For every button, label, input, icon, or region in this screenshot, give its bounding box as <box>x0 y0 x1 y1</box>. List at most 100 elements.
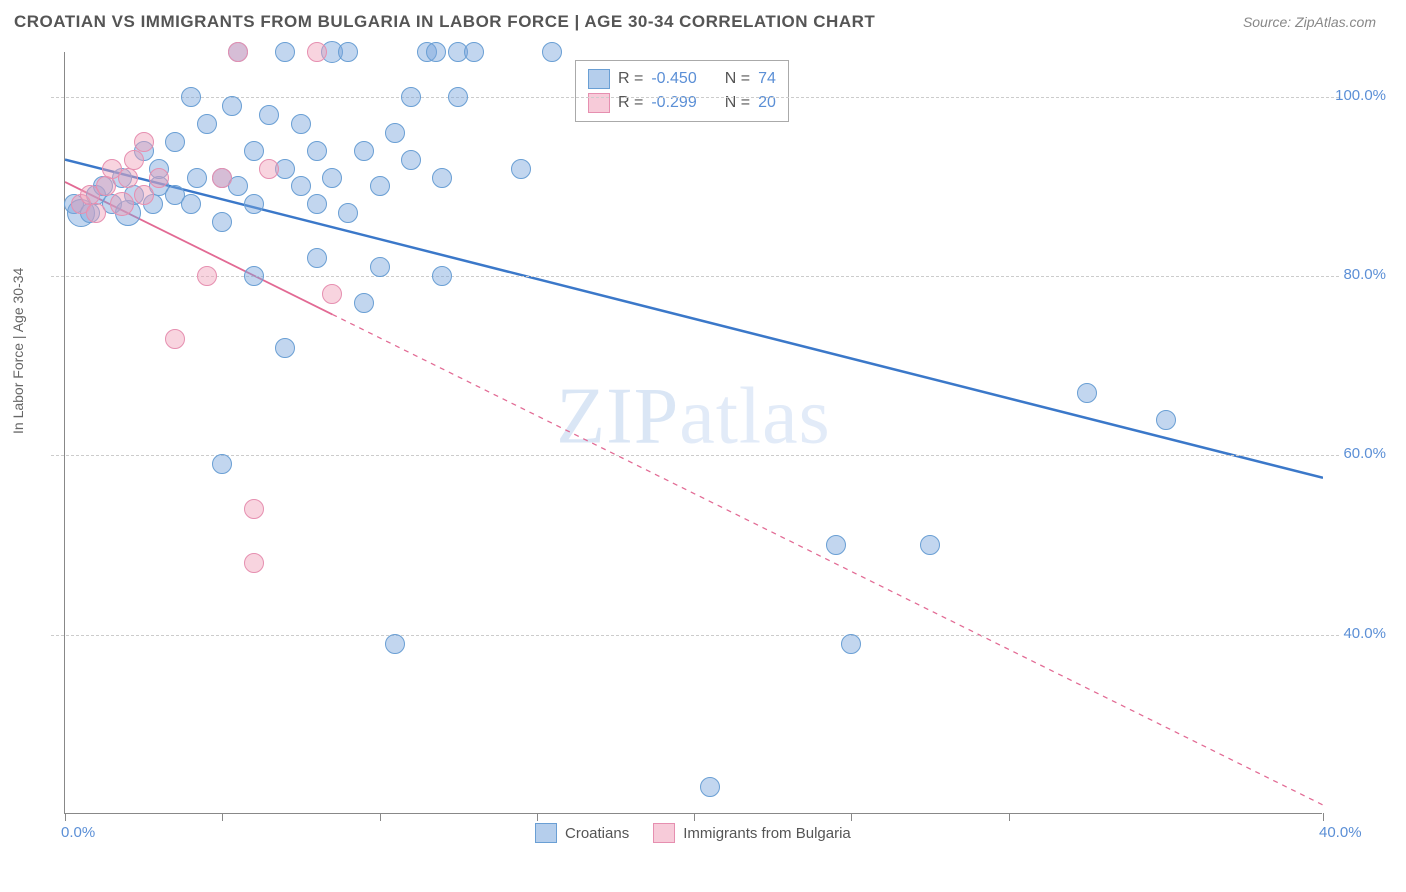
stats-row: R = -0.450 N = 74 <box>588 67 776 91</box>
trend-line-dashed <box>332 314 1323 805</box>
data-point <box>244 553 264 573</box>
data-point <box>1156 410 1176 430</box>
data-point <box>259 105 279 125</box>
data-point <box>187 168 207 188</box>
data-point <box>197 266 217 286</box>
data-point <box>212 168 232 188</box>
trend-lines-layer <box>65 52 1323 814</box>
watermark: ZIPatlas <box>556 372 831 463</box>
data-point <box>401 87 421 107</box>
data-point <box>1077 383 1097 403</box>
data-point <box>291 114 311 134</box>
data-point <box>212 454 232 474</box>
data-point <box>354 293 374 313</box>
data-point <box>826 535 846 555</box>
data-point <box>244 194 264 214</box>
data-point <box>197 114 217 134</box>
data-point <box>134 185 154 205</box>
data-point <box>426 42 446 62</box>
x-tick <box>380 813 381 821</box>
gridline <box>51 455 1339 456</box>
data-point <box>354 141 374 161</box>
data-point <box>370 257 390 277</box>
x-tick <box>851 813 852 821</box>
chart-container: In Labor Force | Age 30-34 ZIPatlas R =-… <box>48 46 1328 836</box>
data-point <box>511 159 531 179</box>
data-point <box>291 176 311 196</box>
series-swatch <box>588 69 610 89</box>
data-point <box>464 42 484 62</box>
x-tick <box>694 813 695 821</box>
data-point <box>181 87 201 107</box>
x-tick-label: 0.0% <box>61 824 95 841</box>
x-tick <box>1323 813 1324 821</box>
x-tick <box>65 813 66 821</box>
data-point <box>385 634 405 654</box>
data-point <box>338 203 358 223</box>
data-point <box>86 203 106 223</box>
y-tick-label: 80.0% <box>1343 266 1386 283</box>
data-point <box>370 176 390 196</box>
legend-swatch <box>653 823 675 843</box>
data-point <box>700 777 720 797</box>
data-point <box>307 248 327 268</box>
x-tick-label: 40.0% <box>1319 824 1362 841</box>
legend: Croatians Immigrants from Bulgaria <box>535 823 851 843</box>
data-point <box>307 42 327 62</box>
data-point <box>244 499 264 519</box>
data-point <box>448 87 468 107</box>
data-point <box>118 168 138 188</box>
data-point <box>228 42 248 62</box>
legend-swatch <box>535 823 557 843</box>
legend-label: Croatians <box>565 825 629 842</box>
data-point <box>920 535 940 555</box>
correlation-stats-box: R = -0.450 N = 74 R =-0.299N =20 <box>575 60 789 122</box>
data-point <box>222 96 242 116</box>
data-point <box>307 194 327 214</box>
stat-n-label: N = <box>725 70 750 88</box>
data-point <box>307 141 327 161</box>
plot-area: ZIPatlas R =-0.450N =74R =-0.299N =20 Cr… <box>64 52 1322 814</box>
data-point <box>401 150 421 170</box>
stats-row: R =-0.299N =20 <box>588 91 776 115</box>
y-tick-label: 100.0% <box>1335 87 1386 104</box>
data-point <box>338 42 358 62</box>
data-point <box>542 42 562 62</box>
data-point <box>96 176 116 196</box>
source-attribution: Source: ZipAtlas.com <box>1243 14 1376 30</box>
data-point <box>149 168 169 188</box>
legend-label: Immigrants from Bulgaria <box>683 825 851 842</box>
data-point <box>124 150 144 170</box>
x-tick <box>222 813 223 821</box>
data-point <box>212 212 232 232</box>
legend-item: Immigrants from Bulgaria <box>653 823 851 843</box>
data-point <box>322 168 342 188</box>
data-point <box>841 634 861 654</box>
y-tick-label: 60.0% <box>1343 445 1386 462</box>
gridline <box>51 635 1339 636</box>
data-point <box>432 266 452 286</box>
data-point <box>259 159 279 179</box>
data-point <box>385 123 405 143</box>
data-point <box>322 284 342 304</box>
data-point <box>244 141 264 161</box>
data-point <box>275 42 295 62</box>
legend-item: Croatians <box>535 823 629 843</box>
gridline <box>51 97 1339 98</box>
data-point <box>432 168 452 188</box>
data-point <box>134 132 154 152</box>
stat-r-label: R = <box>618 70 643 88</box>
data-point <box>110 192 134 216</box>
data-point <box>165 132 185 152</box>
data-point <box>244 266 264 286</box>
x-tick <box>537 813 538 821</box>
data-point <box>165 329 185 349</box>
data-point <box>275 338 295 358</box>
chart-title: CROATIAN VS IMMIGRANTS FROM BULGARIA IN … <box>14 12 875 32</box>
y-tick-label: 40.0% <box>1343 625 1386 642</box>
stat-r-value: -0.450 <box>651 70 696 88</box>
stat-n-value: 74 <box>758 70 776 88</box>
y-axis-label: In Labor Force | Age 30-34 <box>10 268 26 434</box>
data-point <box>181 194 201 214</box>
chart-header: CROATIAN VS IMMIGRANTS FROM BULGARIA IN … <box>0 0 1406 40</box>
